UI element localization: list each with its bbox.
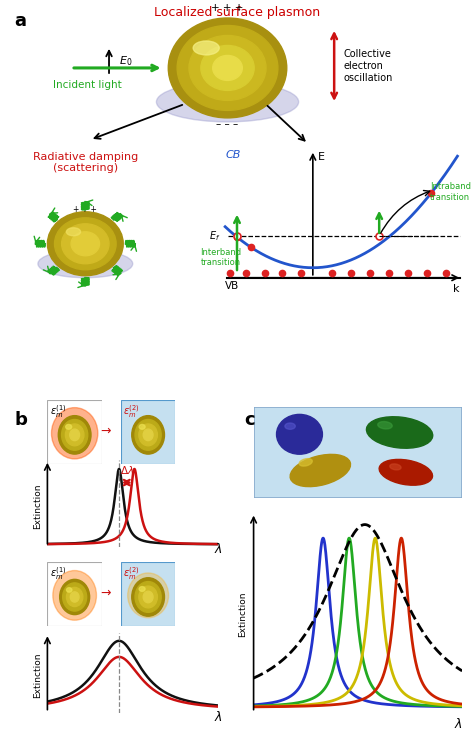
Circle shape (55, 218, 116, 270)
Text: CB: CB (225, 150, 240, 160)
Circle shape (63, 583, 87, 611)
Ellipse shape (53, 571, 97, 621)
Ellipse shape (290, 455, 351, 486)
Circle shape (132, 415, 164, 454)
Text: Interband
transition: Interband transition (200, 248, 241, 268)
Circle shape (177, 26, 278, 110)
Text: $E_f$: $E_f$ (209, 229, 220, 243)
Circle shape (143, 429, 153, 440)
Ellipse shape (66, 425, 72, 429)
Ellipse shape (366, 417, 433, 448)
Text: $\lambda$: $\lambda$ (214, 710, 222, 724)
Circle shape (139, 424, 157, 446)
Text: $E_0$: $E_0$ (118, 54, 132, 68)
Text: $\Delta\lambda$: $\Delta\lambda$ (119, 464, 134, 476)
Bar (223, 148, 465, 300)
Text: $\lambda$: $\lambda$ (455, 717, 463, 731)
Text: Collective
electron
oscillation: Collective electron oscillation (344, 48, 393, 84)
Circle shape (168, 18, 287, 118)
Text: k: k (453, 284, 460, 294)
Ellipse shape (66, 228, 81, 236)
Circle shape (213, 56, 242, 81)
Circle shape (71, 231, 100, 256)
Text: $\lambda$: $\lambda$ (214, 542, 222, 556)
Text: + + +: + + + (73, 205, 97, 214)
Text: Localized surface plasmon: Localized surface plasmon (154, 6, 320, 19)
Circle shape (47, 212, 123, 276)
Circle shape (70, 592, 79, 602)
Text: – – –: – – – (217, 118, 238, 129)
Text: Intraband
transition: Intraband transition (430, 182, 471, 201)
Text: b: b (14, 411, 27, 429)
Ellipse shape (128, 573, 169, 618)
Text: →: → (100, 587, 110, 600)
Text: $\varepsilon_m^{(1)}$: $\varepsilon_m^{(1)}$ (50, 403, 66, 420)
Ellipse shape (156, 82, 299, 122)
Ellipse shape (139, 587, 145, 591)
Circle shape (62, 224, 109, 264)
Text: c: c (244, 411, 255, 429)
Ellipse shape (139, 425, 145, 429)
Text: + + +: + + + (211, 3, 244, 13)
Circle shape (62, 419, 88, 450)
Circle shape (189, 35, 266, 100)
Circle shape (143, 591, 153, 602)
Text: a: a (14, 12, 26, 30)
Text: Extinction: Extinction (33, 652, 42, 698)
Ellipse shape (299, 458, 312, 466)
Circle shape (201, 45, 254, 90)
Text: Radiative damping
(scattering): Radiative damping (scattering) (33, 152, 138, 173)
Circle shape (70, 429, 80, 440)
Circle shape (65, 424, 84, 446)
Ellipse shape (390, 464, 401, 470)
Ellipse shape (66, 587, 72, 592)
Circle shape (135, 581, 161, 612)
Circle shape (132, 578, 164, 616)
Text: $\varepsilon_m^{(2)}$: $\varepsilon_m^{(2)}$ (123, 566, 140, 582)
Text: $\varepsilon_m^{(1)}$: $\varepsilon_m^{(1)}$ (50, 566, 66, 582)
Text: Extinction: Extinction (238, 592, 247, 637)
Text: →: → (100, 425, 110, 438)
Circle shape (66, 587, 83, 606)
Circle shape (135, 419, 161, 450)
Ellipse shape (378, 421, 392, 429)
Ellipse shape (285, 423, 295, 429)
Text: Incident light: Incident light (53, 80, 122, 90)
Text: VB: VB (225, 281, 239, 291)
Ellipse shape (52, 408, 98, 459)
Circle shape (60, 579, 90, 615)
Ellipse shape (193, 41, 219, 55)
Text: Landau damping
(absorption): Landau damping (absorption) (294, 152, 388, 173)
Circle shape (276, 415, 322, 454)
Circle shape (58, 415, 91, 454)
Circle shape (139, 586, 157, 608)
Text: Extinction: Extinction (33, 484, 42, 529)
Ellipse shape (379, 459, 432, 486)
Text: $\varepsilon_m^{(2)}$: $\varepsilon_m^{(2)}$ (123, 403, 140, 420)
Ellipse shape (38, 250, 133, 277)
Text: E: E (318, 152, 325, 162)
